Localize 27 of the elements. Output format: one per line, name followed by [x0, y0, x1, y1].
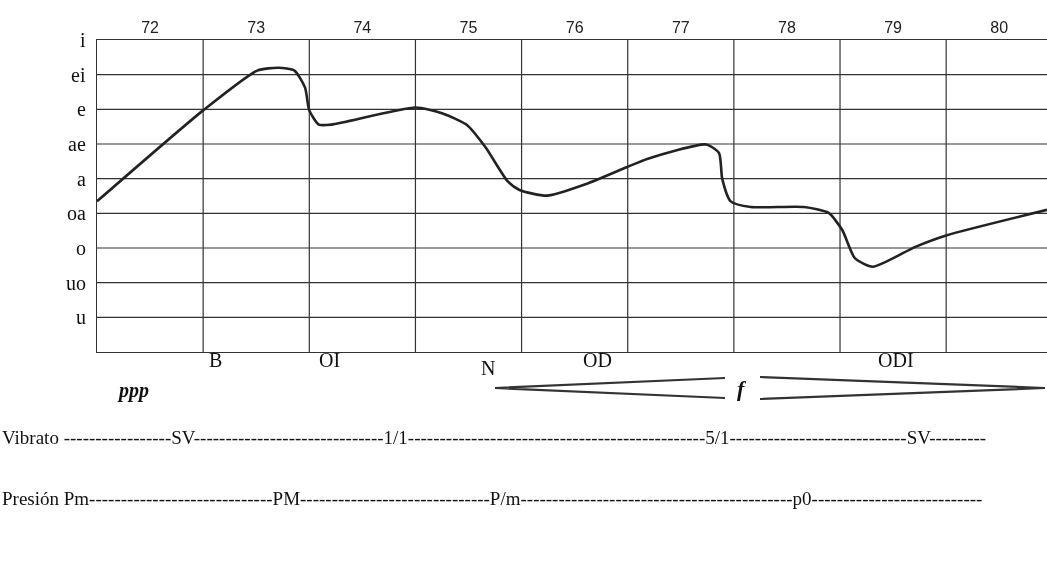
text: Vibrato -----------------SV------------------------------1/1-----------------------------------------------5/1----------------------------SV--------- — [2, 427, 987, 448]
text: ae — [68, 133, 86, 155]
x-tick-label: 80 — [990, 18, 1009, 36]
text: Presión Pm-----------------------------PM------------------------------P/m-------------------------------------------p0--------------------------- — [2, 488, 983, 509]
annotation: ODI — [878, 349, 914, 371]
x-tick-label: 77 — [671, 18, 690, 36]
x-tick-label: 74 — [353, 18, 372, 36]
x-tick-label: 72 — [141, 18, 160, 36]
x-tick-label: 78 — [778, 18, 796, 36]
text: e — [77, 98, 86, 120]
x-tick-label: 75 — [459, 18, 478, 36]
text: N — [481, 357, 496, 379]
text: ppp — [117, 379, 149, 402]
x-tick-label: 79 — [884, 18, 903, 36]
annotation: OD — [583, 349, 612, 371]
text: o — [76, 237, 86, 259]
text: ei — [71, 64, 86, 86]
annotation: B — [209, 349, 223, 371]
text: uo — [66, 272, 86, 294]
text: f — [737, 376, 747, 401]
text: oa — [67, 202, 86, 224]
text: u — [76, 306, 86, 328]
x-tick-label: 76 — [565, 18, 584, 36]
x-tick-label: 73 — [247, 18, 266, 36]
text: a — [77, 168, 86, 190]
text: i — [80, 29, 86, 51]
annotation: OI — [319, 349, 341, 371]
